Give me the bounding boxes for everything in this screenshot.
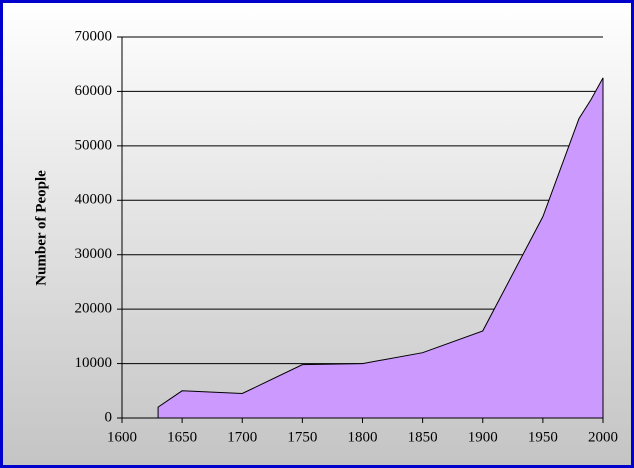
x-tick-label: 1650 [167, 429, 197, 445]
x-tick-label: 2000 [588, 429, 618, 445]
x-tick-label: 1700 [227, 429, 257, 445]
y-tick-label: 0 [105, 409, 113, 425]
x-tick-label: 1900 [468, 429, 498, 445]
y-tick-label: 40000 [75, 192, 113, 208]
x-tick-label: 1850 [408, 429, 438, 445]
y-tick-label: 50000 [75, 137, 113, 153]
x-tick-label: 1750 [287, 429, 317, 445]
y-tick-label: 70000 [75, 28, 113, 44]
y-tick-label: 30000 [75, 246, 113, 262]
y-tick-label: 10000 [75, 355, 113, 371]
x-tick-label: 1800 [348, 429, 378, 445]
y-tick-label: 60000 [75, 83, 113, 99]
y-tick-label: 20000 [75, 301, 113, 317]
x-tick-label: 1600 [107, 429, 137, 445]
y-axis-title: Number of People [33, 170, 49, 286]
x-tick-label: 1950 [528, 429, 558, 445]
area [157, 77, 604, 419]
